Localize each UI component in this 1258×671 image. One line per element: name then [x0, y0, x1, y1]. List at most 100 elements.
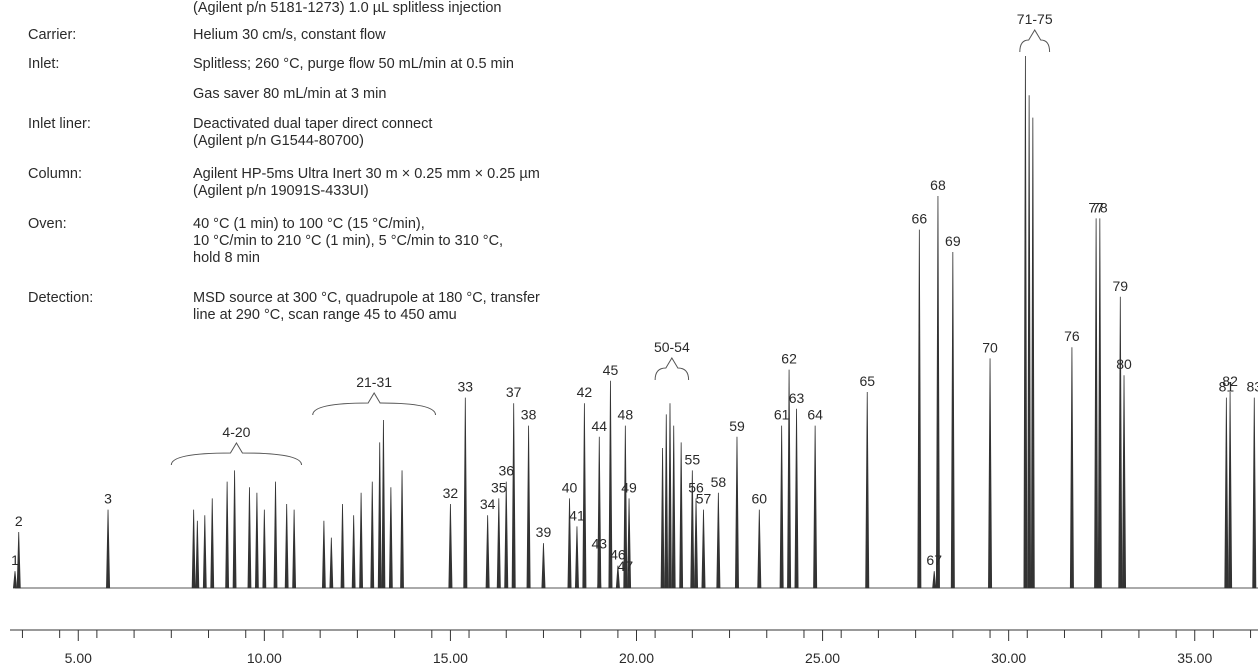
peak-label: 32: [443, 485, 459, 501]
condition-value: (Agilent p/n G1544-80700): [193, 133, 364, 149]
chromatogram-peak: [794, 408, 799, 589]
chromatogram-peak: [254, 492, 259, 589]
bracket: [170, 442, 303, 466]
chromatogram-peak: [701, 509, 706, 589]
peak-label: 57: [696, 491, 712, 507]
peak-label: 79: [1113, 278, 1129, 294]
peak-label: 66: [912, 211, 928, 227]
peak-label: 83: [1246, 379, 1258, 395]
chromatogram-peak: [615, 565, 620, 589]
chromatogram-peak: [351, 515, 356, 589]
condition-value: (Agilent p/n 19091S-433UI): [193, 183, 369, 199]
chromatogram-peak: [582, 403, 587, 589]
chromatogram-peak: [106, 509, 111, 589]
condition-label: Inlet liner:: [28, 116, 91, 132]
peak-label: 42: [577, 384, 593, 400]
chromatogram-peak: [1023, 55, 1028, 589]
peak-label: 1: [11, 552, 19, 568]
condition-value: Deactivated dual taper direct connect: [193, 116, 433, 132]
group-label: 71-75: [1017, 11, 1053, 27]
condition-value: Agilent HP-5ms Ultra Inert 30 m × 0.25 m…: [193, 166, 540, 182]
chromatogram-peak: [567, 498, 572, 589]
chromatogram-peak: [1228, 391, 1233, 589]
condition-value: 40 °C (1 min) to 100 °C (15 °C/min),: [193, 216, 425, 232]
peak-label: 69: [945, 233, 961, 249]
chromatogram-peak: [1030, 117, 1035, 589]
chromatogram-peak: [574, 526, 579, 589]
chromatogram-peak: [340, 503, 345, 589]
condition-value: line at 290 °C, scan range 45 to 450 amu: [193, 307, 457, 323]
peak-label: 35: [491, 479, 507, 495]
peak-label: 45: [603, 362, 619, 378]
chromatogram-peak: [210, 498, 215, 589]
peak-label: 67: [926, 552, 942, 568]
chromatogram-peak: [377, 442, 382, 589]
peak-label: 61: [774, 407, 790, 423]
condition-value: MSD source at 300 °C, quadrupole at 180 …: [193, 290, 540, 306]
condition-value: Helium 30 cm/s, constant flow: [193, 27, 386, 43]
chromatogram-peak: [191, 509, 196, 589]
peak-label: 70: [982, 339, 998, 355]
x-tick-label: 30.00: [991, 650, 1026, 666]
chromatogram-peak: [1224, 397, 1229, 589]
peak-label: 55: [685, 451, 701, 467]
peak-group-brackets: 4-20 21-31 50-54 71-75: [170, 11, 1053, 466]
chromatogram-peak: [950, 251, 955, 589]
chromatogram-peak: [608, 380, 613, 589]
condition-value: 10 °C/min to 210 °C (1 min), 5 °C/min to…: [193, 233, 504, 249]
chromatogram-peak: [865, 391, 870, 589]
chromatogram-peak: [262, 509, 267, 589]
peak-label: 37: [506, 384, 522, 400]
chromatogram-peak: [400, 470, 404, 589]
condition-value: Splitless; 260 °C, purge flow 50 mL/min …: [193, 56, 514, 72]
chromatogram-peak: [1094, 218, 1099, 589]
chromatogram-peak: [321, 520, 326, 589]
condition-value: Gas saver 80 mL/min at 3 min: [193, 86, 387, 102]
chromatogram-peak: [627, 498, 632, 589]
peak-label: 40: [562, 479, 578, 495]
chromatogram-peak: [195, 520, 200, 589]
chromatogram-peak: [716, 492, 721, 589]
chromatogram-peak: [664, 414, 669, 589]
chromatogram-peak: [668, 403, 672, 589]
chromatogram-peak: [988, 358, 993, 589]
peak-label: 76: [1064, 328, 1080, 344]
chromatogram-peak: [623, 425, 628, 589]
chromatogram-peak: [917, 229, 922, 589]
peak-label: 78: [1092, 199, 1108, 215]
chromatogram-peak: [448, 503, 453, 589]
chromatogram-peak: [1027, 95, 1032, 589]
peak-label: 49: [621, 479, 637, 495]
group-label: 50-54: [654, 339, 690, 355]
chromatogram-peak: [1122, 375, 1127, 589]
condition-label: Inlet:: [28, 56, 60, 72]
chromatogram-peak: [388, 487, 393, 589]
bracket: [654, 357, 690, 381]
chromatogram-peak: [496, 498, 501, 589]
peak-label: 48: [618, 407, 634, 423]
peak-label: 56: [688, 479, 704, 495]
bracket: [1019, 29, 1051, 53]
chromatogram-peak: [679, 442, 684, 589]
x-axis: 5.00 10.00 15.00 20.00 25.00 30.00 35.00: [10, 629, 1258, 666]
x-tick-label: 20.00: [619, 650, 654, 666]
bracket: [312, 392, 437, 416]
peak-label: 80: [1116, 356, 1132, 372]
peak-label: 34: [480, 496, 496, 512]
peak-label: 60: [752, 491, 768, 507]
condition-value: (Agilent p/n 5181-1273) 1.0 µL splitless…: [193, 0, 502, 16]
chromatogram-peak: [1069, 347, 1074, 589]
chromatogram-peak: [463, 397, 468, 589]
x-tick-label: 10.00: [247, 650, 282, 666]
chromatogram-peak: [935, 195, 940, 589]
chromatogram-peak: [284, 503, 289, 589]
chromatogram-peak: [541, 543, 546, 589]
peak-label: 64: [807, 407, 823, 423]
chromatogram-peak: [273, 481, 278, 589]
peak-label: 58: [711, 474, 727, 490]
x-tick-label: 15.00: [433, 650, 468, 666]
peak-label: 39: [536, 524, 552, 540]
chromatogram-peak: [504, 481, 509, 589]
chromatogram-peak: [232, 470, 237, 589]
